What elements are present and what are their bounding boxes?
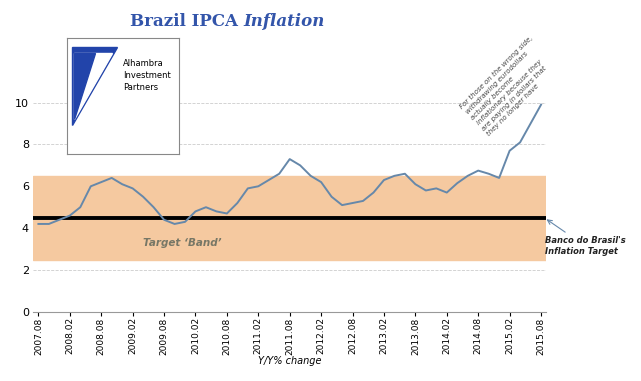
Polygon shape xyxy=(74,53,112,120)
Text: For those on the wrong side,
withdrawing eurodollars
actually become
inflationar: For those on the wrong side, withdrawing… xyxy=(459,35,562,137)
Text: Banco do Brasil's
Inflation Target: Banco do Brasil's Inflation Target xyxy=(545,220,626,256)
Polygon shape xyxy=(72,47,117,125)
Text: Brazil IPCA: Brazil IPCA xyxy=(130,13,244,30)
X-axis label: Y/Y% change: Y/Y% change xyxy=(258,356,322,366)
Text: Alhambra
Investment
Partners: Alhambra Investment Partners xyxy=(123,59,171,91)
Polygon shape xyxy=(74,53,96,120)
Text: Inflation: Inflation xyxy=(244,13,325,30)
Text: Target ‘Band’: Target ‘Band’ xyxy=(143,238,221,248)
Bar xyxy=(33,176,546,259)
